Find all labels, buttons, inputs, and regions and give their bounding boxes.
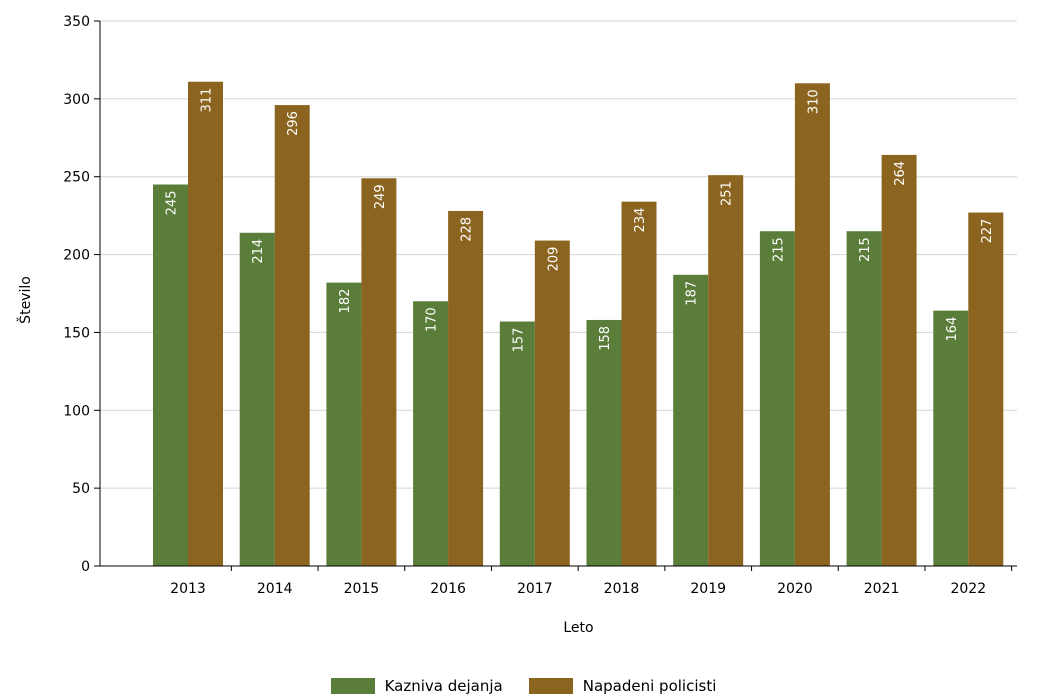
data-label: 182 — [338, 289, 353, 314]
y-tick-label: 50 — [72, 481, 90, 497]
y-tick-label: 200 — [63, 248, 90, 264]
bar-kazniva-dejanja-2016 — [413, 301, 449, 566]
bar-kazniva-dejanja-2022 — [933, 310, 969, 566]
data-label: 251 — [720, 181, 735, 206]
legend-swatch-kazniva-dejanja — [330, 678, 375, 694]
data-label: 249 — [373, 184, 388, 209]
bar-kazniva-dejanja-2018 — [586, 319, 622, 566]
data-label: 157 — [511, 328, 526, 353]
data-label: 228 — [460, 217, 475, 242]
bars — [153, 81, 1004, 567]
x-tick-label: 2020 — [777, 581, 813, 597]
x-tick-label: 2013 — [170, 581, 206, 597]
x-tick-label: 2017 — [517, 581, 553, 597]
legend-item-napadeni-policisti: Napadeni policisti — [528, 677, 717, 695]
data-label: 245 — [165, 191, 180, 216]
bar-napadeni-policisti-2022 — [968, 212, 1004, 566]
data-label: 296 — [286, 111, 301, 136]
x-tick-label: 2016 — [430, 581, 466, 597]
data-label: 158 — [598, 326, 613, 351]
y-ticks: 0 50 100 150 200 250 300 350 — [63, 14, 100, 575]
y-tick-label: 0 — [81, 559, 90, 575]
bar-kazniva-dejanja-2014 — [239, 232, 275, 566]
data-label: 214 — [251, 239, 266, 264]
bar-napadeni-policisti-2020 — [794, 83, 830, 567]
bar-kazniva-dejanja-2021 — [846, 231, 882, 566]
y-tick-label: 350 — [63, 14, 90, 30]
bar-chart: 245 311 214 296 182 249 170 228 157 209 158 234 187 2… — [16, 14, 1017, 636]
data-label: 209 — [546, 247, 561, 272]
data-labels: 245 311 214 296 182 249 170 228 157 209 158 234 187 2… — [165, 88, 995, 353]
y-tick-label: 150 — [63, 325, 90, 341]
x-tick-label: 2019 — [690, 581, 726, 597]
legend: Kazniva dejanja Napadeni policisti — [0, 675, 1047, 697]
y-tick-label: 250 — [63, 170, 90, 186]
bar-kazniva-dejanja-2013 — [153, 184, 188, 566]
x-ticks: 2013 2014 2015 2016 2017 2018 2019 2020 2021 2022 — [170, 566, 1013, 597]
bar-kazniva-dejanja-2015 — [326, 282, 362, 566]
x-tick-label: 2021 — [864, 581, 900, 597]
data-label: 227 — [980, 219, 995, 244]
data-label: 234 — [633, 208, 648, 233]
data-label: 164 — [945, 317, 960, 342]
legend-label: Napadeni policisti — [582, 677, 717, 695]
legend-item-kazniva-dejanja: Kazniva dejanja — [330, 677, 503, 695]
bar-napadeni-policisti-2018 — [621, 201, 657, 566]
bar-napadeni-policisti-2014 — [274, 105, 310, 566]
bar-napadeni-policisti-2016 — [448, 210, 484, 566]
y-tick-label: 100 — [63, 403, 90, 419]
data-label: 215 — [858, 237, 873, 262]
bar-napadeni-policisti-2015 — [361, 178, 397, 566]
x-axis-title: Leto — [563, 620, 593, 636]
bar-napadeni-policisti-2019 — [708, 175, 744, 566]
bar-kazniva-dejanja-2017 — [499, 321, 535, 566]
x-tick-label: 2014 — [257, 581, 293, 597]
x-tick-label: 2015 — [344, 581, 380, 597]
bar-napadeni-policisti-2017 — [534, 240, 570, 567]
y-tick-label: 300 — [63, 92, 90, 108]
bar-kazniva-dejanja-2020 — [759, 231, 795, 566]
bar-napadeni-policisti-2013 — [188, 81, 223, 566]
legend-swatch-napadeni-policisti — [528, 678, 573, 694]
y-axis-title: Število — [16, 276, 34, 324]
data-label: 311 — [200, 88, 215, 113]
data-label: 170 — [425, 307, 440, 332]
bar-kazniva-dejanja-2019 — [673, 274, 709, 566]
x-tick-label: 2018 — [604, 581, 640, 597]
data-label: 264 — [893, 161, 908, 186]
legend-label: Kazniva dejanja — [384, 677, 503, 695]
bar-napadeni-policisti-2021 — [881, 154, 917, 566]
data-label: 215 — [771, 237, 786, 262]
data-label: 310 — [806, 89, 821, 114]
x-tick-label: 2022 — [950, 581, 986, 597]
data-label: 187 — [685, 281, 700, 306]
axes — [99, 21, 1017, 567]
